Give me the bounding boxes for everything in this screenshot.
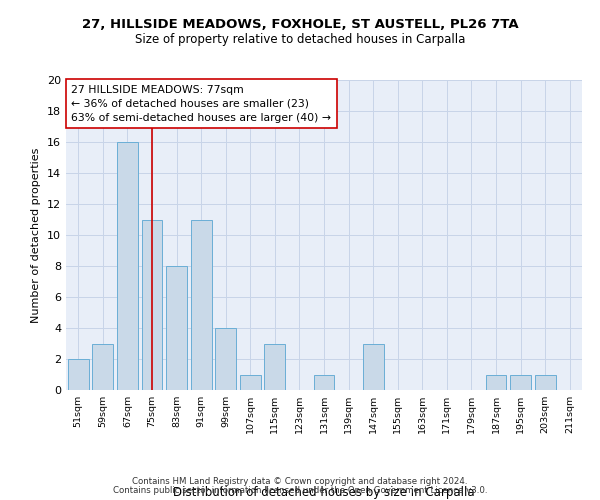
Bar [191,220,212,390]
Y-axis label: Number of detached properties: Number of detached properties [31,148,41,322]
Bar [117,142,138,390]
Bar [314,374,334,390]
Bar [485,374,506,390]
X-axis label: Distribution of detached houses by size in Carpalla: Distribution of detached houses by size … [173,486,475,499]
Bar [362,344,383,390]
Text: 27, HILLSIDE MEADOWS, FOXHOLE, ST AUSTELL, PL26 7TA: 27, HILLSIDE MEADOWS, FOXHOLE, ST AUSTEL… [82,18,518,30]
Bar [215,328,236,390]
Bar [92,344,113,390]
Bar [166,266,187,390]
Text: Contains public sector information licensed under the Open Government Licence v3: Contains public sector information licen… [113,486,487,495]
Bar [68,359,89,390]
Bar [535,374,556,390]
Bar [240,374,261,390]
Bar [142,220,163,390]
Text: 27 HILLSIDE MEADOWS: 77sqm
← 36% of detached houses are smaller (23)
63% of semi: 27 HILLSIDE MEADOWS: 77sqm ← 36% of deta… [71,84,331,122]
Bar [265,344,286,390]
Text: Contains HM Land Registry data © Crown copyright and database right 2024.: Contains HM Land Registry data © Crown c… [132,477,468,486]
Bar [510,374,531,390]
Text: Size of property relative to detached houses in Carpalla: Size of property relative to detached ho… [135,32,465,46]
